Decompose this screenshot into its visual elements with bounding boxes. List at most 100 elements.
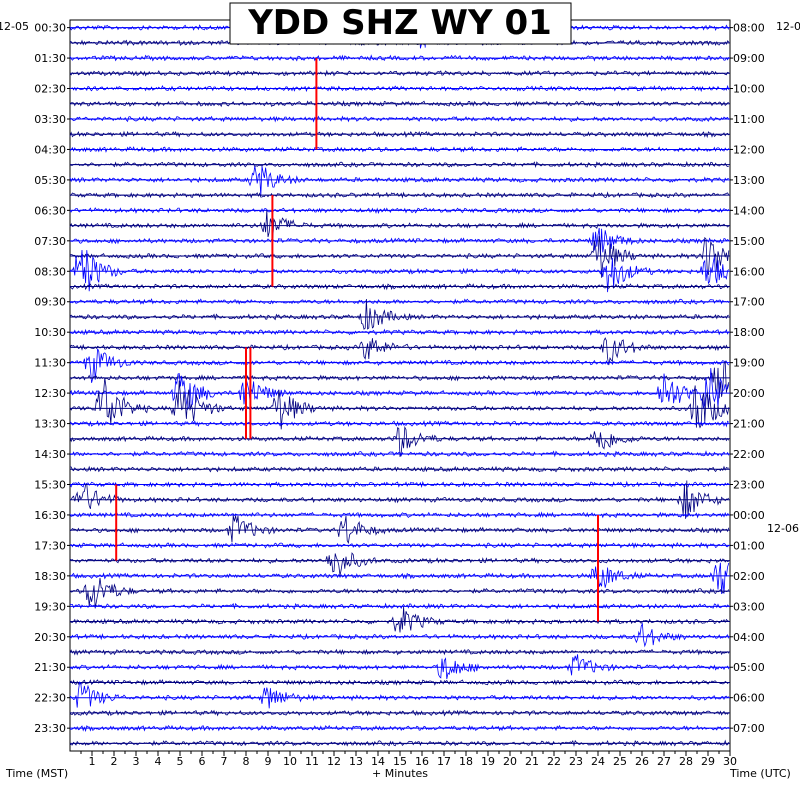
- seismic-trace: [69, 298, 729, 330]
- minutes-axis: 1 2 3 4 5 6 7 8 9 10 11 12 13 14 15 16 17 18 19 20 21 22 23 24 2…: [80, 751, 737, 768]
- chart-title: YDD SHZ WY 01: [247, 3, 552, 43]
- left-tick-label: 14:30: [34, 448, 66, 461]
- left-tick-label: 07:30: [34, 235, 66, 248]
- minute-tick-label: 28: [679, 755, 693, 768]
- minute-tick-label: 18: [459, 755, 473, 768]
- left-tick-label: 15:30: [34, 478, 66, 491]
- seismic-trace: [69, 84, 730, 93]
- seismic-trace: [69, 227, 730, 256]
- minute-tick-label: 9: [265, 755, 272, 768]
- seismic-trace: [69, 420, 730, 428]
- right-tick-label: 16:00: [733, 265, 765, 278]
- minute-tick-label: 29: [701, 755, 715, 768]
- seismic-trace: [69, 298, 730, 306]
- minute-tick-label: 13: [349, 755, 363, 768]
- minute-tick-label: 17: [437, 755, 451, 768]
- left-tick-label: 09:30: [34, 296, 66, 309]
- left-tick-label: 08:30: [34, 265, 66, 278]
- left-tick-label: 12:30: [34, 387, 66, 400]
- seismic-trace: [69, 236, 730, 278]
- left-tick-label: 20:30: [34, 631, 66, 644]
- x-axis-label: + Minutes: [372, 767, 428, 780]
- seismic-trace: [69, 465, 729, 473]
- right-axis-label: Time (UTC): [729, 767, 791, 780]
- seismic-trace: [69, 450, 730, 458]
- left-tick-label: 13:30: [34, 418, 66, 431]
- seismic-trace: [69, 115, 730, 123]
- left-tick-label: 04:30: [34, 143, 66, 156]
- left-tick-label: 01:30: [34, 52, 66, 65]
- seismic-trace: [69, 249, 730, 293]
- seismic-trace: [69, 207, 730, 214]
- right-tick-label: 10:00: [733, 83, 765, 96]
- minute-tick-label: 8: [243, 755, 250, 768]
- red-marker-lines: [115, 58, 599, 622]
- minute-tick-label: 16: [415, 755, 429, 768]
- seismic-trace: [69, 654, 730, 680]
- right-tick-label: 09:00: [733, 52, 765, 65]
- seismic-trace: [69, 377, 730, 430]
- left-tick-label: 11:30: [34, 357, 66, 370]
- seismic-trace: [69, 577, 730, 609]
- left-tick-label: 06:30: [34, 204, 66, 217]
- minute-tick-label: 15: [393, 755, 407, 768]
- minute-tick-label: 20: [503, 755, 517, 768]
- seismic-trace: [69, 541, 730, 550]
- right-tick-label: 15:00: [733, 235, 765, 248]
- left-tick-label: 00:30: [34, 22, 66, 35]
- right-tick-label: 23:00: [733, 478, 765, 491]
- right-tick-label: 20:00: [733, 387, 765, 400]
- seismic-trace: [69, 210, 730, 239]
- left-tick-label: 21:30: [34, 661, 66, 674]
- left-time-axis: 00:30 01:30 02:30 03:30 04:30 05:30 06:30 07:30…: [34, 22, 70, 735]
- minute-tick-label: 10: [283, 755, 297, 768]
- minute-tick-label: 1: [89, 755, 96, 768]
- right-tick-label: 17:00: [733, 296, 765, 309]
- minute-tick-label: 27: [657, 755, 671, 768]
- left-tick-label: 17:30: [34, 539, 66, 552]
- minute-tick-label: 14: [371, 755, 385, 768]
- right-tick-label: 12:00: [733, 143, 765, 156]
- seismic-trace: [69, 166, 729, 197]
- minute-tick-label: 3: [133, 755, 140, 768]
- right-date-label-mid: 12-06: [767, 522, 799, 535]
- seismic-trace: [69, 739, 730, 747]
- right-tick-label: 06:00: [733, 692, 765, 705]
- right-tick-label: 00:00: [733, 509, 765, 522]
- seismic-trace: [69, 69, 729, 77]
- seismic-trace: [69, 283, 730, 291]
- left-tick-label: 16:30: [34, 509, 66, 522]
- right-tick-label: 04:00: [733, 631, 765, 644]
- right-tick-label: 01:00: [733, 539, 765, 552]
- minute-tick-label: 12: [327, 755, 341, 768]
- minute-tick-label: 26: [635, 755, 649, 768]
- left-tick-label: 19:30: [34, 600, 66, 613]
- left-tick-label: 02:30: [34, 83, 66, 96]
- minute-tick-label: 4: [155, 755, 162, 768]
- seismic-trace: [69, 724, 729, 733]
- seismic-trace: [69, 681, 730, 709]
- seismic-trace: [69, 54, 730, 62]
- left-tick-label: 22:30: [34, 692, 66, 705]
- seismic-trace: [69, 648, 730, 656]
- seismic-trace: [69, 145, 730, 153]
- seismic-trace: [69, 160, 729, 169]
- plot-area: [69, 19, 731, 752]
- left-axis-label: Time (MST): [5, 767, 68, 780]
- title-box: [229, 2, 572, 45]
- left-tick-label: 10:30: [34, 326, 66, 339]
- seismic-trace: [69, 328, 730, 336]
- left-tick-label: 03:30: [34, 113, 66, 126]
- right-tick-label: 05:00: [733, 661, 765, 674]
- seismic-trace: [69, 480, 730, 519]
- seismic-trace: [69, 515, 730, 545]
- seismic-trace: [69, 425, 730, 458]
- left-date-label: 12-05: [0, 20, 29, 33]
- minute-tick-label: 7: [221, 755, 228, 768]
- minute-tick-label: 23: [569, 755, 583, 768]
- minute-tick-label: 11: [305, 755, 319, 768]
- right-tick-label: 21:00: [733, 418, 765, 431]
- seismic-trace: [69, 678, 730, 686]
- seismic-trace: [69, 606, 729, 633]
